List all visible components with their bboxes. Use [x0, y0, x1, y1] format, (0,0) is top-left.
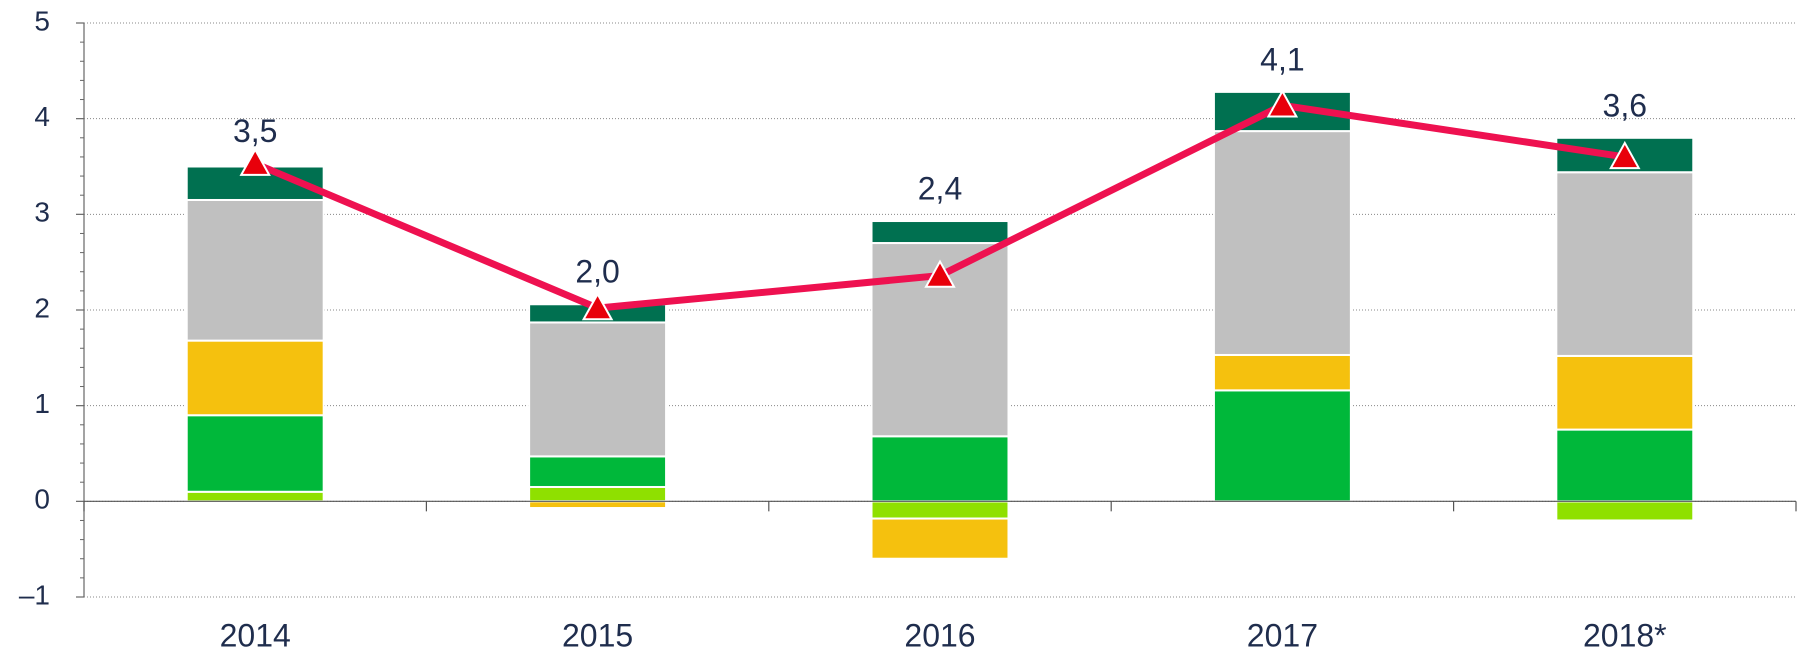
- y-tick-label: 3: [34, 197, 50, 228]
- bar-segment: [1555, 500, 1695, 522]
- y-tick-label: 2: [34, 292, 50, 323]
- bar-segment: [1212, 130, 1352, 356]
- bar-segment: [185, 490, 325, 503]
- bar-segment: [870, 500, 1010, 520]
- value-label: 2,4: [918, 170, 962, 206]
- bar-segment: [185, 339, 325, 417]
- y-tick-label: 5: [34, 5, 50, 36]
- x-tick-label: 2017: [1247, 617, 1318, 653]
- x-tick-label: 2014: [220, 617, 291, 653]
- bar-segment: [185, 198, 325, 342]
- line-marker: [1609, 140, 1641, 170]
- bar-segment: [870, 517, 1010, 560]
- line-marker: [581, 292, 614, 321]
- value-label: 2,0: [575, 254, 619, 290]
- bar-segment: [1555, 354, 1695, 431]
- bar-segment: [528, 485, 668, 503]
- bar-segment: [528, 500, 668, 510]
- bar-segment: [1555, 171, 1695, 357]
- bar-segment: [185, 414, 325, 493]
- y-tick-label: 1: [34, 388, 50, 419]
- value-label: 3,6: [1603, 87, 1647, 123]
- value-label: 4,1: [1260, 41, 1304, 77]
- bar-segment: [870, 435, 1010, 503]
- x-tick-label: 2015: [562, 617, 633, 653]
- y-tick-label: 0: [34, 484, 50, 515]
- y-tick-label: 4: [34, 101, 50, 132]
- line-marker: [924, 259, 956, 288]
- x-tick-label: 2016: [904, 617, 975, 653]
- bar-segment: [870, 220, 1010, 245]
- value-label: 3,5: [233, 113, 277, 149]
- bar-segment: [1212, 389, 1352, 503]
- y-tick-label: –1: [19, 579, 50, 610]
- x-tick-label: 2018*: [1583, 617, 1667, 653]
- bar-segment: [528, 321, 668, 458]
- line-marker: [239, 147, 271, 176]
- bar-segment: [1212, 353, 1352, 392]
- line-marker: [1266, 89, 1299, 118]
- bar-segment: [528, 455, 668, 488]
- bar-segment: [1555, 428, 1695, 503]
